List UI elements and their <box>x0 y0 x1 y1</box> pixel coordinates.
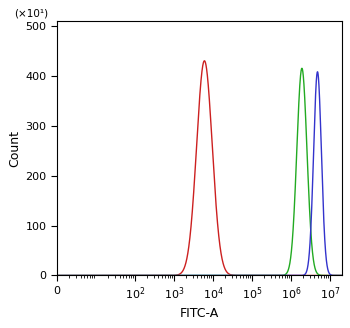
X-axis label: FITC-A: FITC-A <box>180 307 219 320</box>
Text: (×10¹): (×10¹) <box>14 8 48 18</box>
Y-axis label: Count: Count <box>8 130 21 167</box>
